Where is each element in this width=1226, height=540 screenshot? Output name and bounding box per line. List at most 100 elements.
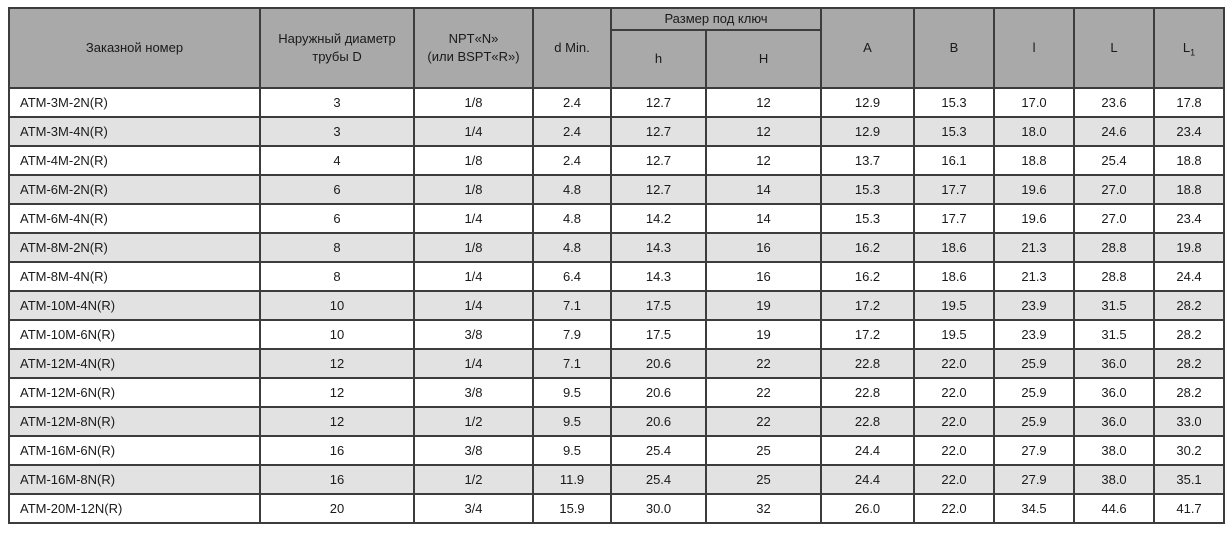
table-cell: 1/8 [413, 174, 534, 205]
table-cell: 23.6 [1073, 87, 1156, 118]
table-cell: 21.3 [993, 261, 1076, 292]
table-cell: 12 [259, 348, 415, 379]
table-row: ATM-12M-6N(R) 12 3/8 9.5 20.6 22 22.8 22.0 25.9 3… [8, 377, 1226, 408]
table-cell: 24.4 [820, 435, 916, 466]
table-cell: 4 [259, 145, 415, 176]
table-cell: 25 [704, 435, 823, 466]
header-wrench-h-small-label: h [654, 51, 663, 67]
table-cell: 17.5 [610, 290, 707, 321]
table-cell: 12 [259, 406, 415, 437]
table-cell: 20.6 [610, 377, 707, 408]
table-cell: 25.9 [993, 377, 1076, 408]
table-cell: 3/4 [413, 493, 534, 524]
table-cell: 20 [259, 493, 415, 524]
table-cell: 13.7 [820, 145, 916, 176]
table-cell: 1/8 [413, 87, 534, 118]
table-cell: 10 [259, 319, 415, 350]
table-cell: 44.6 [1073, 493, 1156, 524]
table-cell: 27.9 [993, 464, 1076, 495]
table-cell: 22.0 [913, 464, 996, 495]
table-cell: 1/4 [413, 290, 534, 321]
table-cell: 19.6 [993, 203, 1076, 234]
table-cell: 35.1 [1153, 464, 1226, 495]
table-cell: 36.0 [1073, 406, 1156, 437]
table-cell: 28.2 [1153, 290, 1226, 321]
order-number-cell: ATM-8M-4N(R) [8, 261, 261, 292]
table-cell: 26.0 [820, 493, 916, 524]
table-cell: 3 [259, 87, 415, 118]
table-cell: 6.4 [532, 261, 612, 292]
table-cell: 22.0 [913, 406, 996, 437]
table-cell: 4.8 [532, 203, 612, 234]
table-cell: 9.5 [532, 406, 612, 437]
table-cell: 15.3 [820, 203, 916, 234]
table-cell: 27.0 [1073, 174, 1156, 205]
table-cell: 7.1 [532, 348, 612, 379]
table-cell: 22.8 [820, 406, 916, 437]
header-d-min-label: d Min. [554, 40, 590, 56]
table-row: ATM-8M-4N(R) 8 1/4 6.4 14.3 16 16.2 18.6 21.3 28.… [8, 261, 1226, 292]
table-cell: 18.8 [993, 145, 1076, 176]
order-number-cell: ATM-12M-8N(R) [8, 406, 261, 437]
table-cell: 1/2 [413, 464, 534, 495]
table-cell: 22 [704, 348, 823, 379]
table-cell: 20.6 [610, 348, 707, 379]
table-cell: 28.2 [1153, 348, 1226, 379]
table-cell: 28.2 [1153, 319, 1226, 350]
table-cell: 22.0 [913, 435, 996, 466]
table-cell: 10 [259, 290, 415, 321]
table-cell: 4.8 [532, 232, 612, 263]
table-cell: 25.9 [993, 406, 1076, 437]
table-cell: 38.0 [1073, 464, 1156, 495]
table-cell: 8 [259, 232, 415, 263]
table-cell: 12.7 [610, 87, 707, 118]
table-cell: 32 [704, 493, 823, 524]
table-cell: 2.4 [532, 87, 612, 118]
table-cell: 17.0 [993, 87, 1076, 118]
order-number-cell: ATM-16M-6N(R) [8, 435, 261, 466]
table-cell: 12.9 [820, 87, 916, 118]
header-dim-l-upper-label: L [1110, 40, 1118, 56]
table-cell: 16 [704, 261, 823, 292]
table-cell: 19 [704, 290, 823, 321]
table-cell: 16 [259, 435, 415, 466]
table-cell: 25 [704, 464, 823, 495]
header-wrench-h-big-label: H [758, 51, 769, 67]
table-cell: 38.0 [1073, 435, 1156, 466]
table-cell: 9.5 [532, 377, 612, 408]
table-cell: 24.4 [1153, 261, 1226, 292]
table-cell: 12.7 [610, 174, 707, 205]
table-cell: 2.4 [532, 116, 612, 147]
table-cell: 12 [704, 116, 823, 147]
header-wrench-size-group: Размер под ключ [609, 7, 823, 31]
table-cell: 16 [704, 232, 823, 263]
table-cell: 23.4 [1153, 116, 1226, 147]
table-cell: 4.8 [532, 174, 612, 205]
table-header: Заказной номер Наружный диаметр трубы D … [8, 7, 1226, 89]
table-cell: 12.7 [610, 145, 707, 176]
header-d-min: d Min. [532, 7, 612, 89]
table-cell: 14 [704, 203, 823, 234]
order-number-cell: ATM-3M-4N(R) [8, 116, 261, 147]
table-cell: 36.0 [1073, 377, 1156, 408]
table-cell: 16.2 [820, 261, 916, 292]
table-cell: 19.6 [993, 174, 1076, 205]
table-cell: 14.3 [610, 261, 707, 292]
table-cell: 19.5 [913, 290, 996, 321]
table-body: ATM-3M-2N(R) 3 1/8 2.4 12.7 12 12.9 15.3 17.0 23.… [8, 87, 1226, 524]
header-dim-l1-subscript: 1 [1190, 47, 1196, 58]
table-cell: 1/4 [413, 261, 534, 292]
table-row: ATM-12M-8N(R) 12 1/2 9.5 20.6 22 22.8 22.0 25.9 3… [8, 406, 1226, 437]
table-cell: 31.5 [1073, 319, 1156, 350]
header-dim-l-upper: L [1073, 7, 1156, 89]
table-cell: 28.8 [1073, 261, 1156, 292]
table-cell: 24.6 [1073, 116, 1156, 147]
order-number-cell: ATM-16M-8N(R) [8, 464, 261, 495]
table-row: ATM-10M-4N(R) 10 1/4 7.1 17.5 19 17.2 19.5 23.9 3… [8, 290, 1226, 321]
header-dim-l1: L1 [1153, 7, 1226, 89]
order-number-cell: ATM-20M-12N(R) [8, 493, 261, 524]
table-row: ATM-3M-2N(R) 3 1/8 2.4 12.7 12 12.9 15.3 17.0 23.… [8, 87, 1226, 118]
header-dim-l-lower-label: l [1032, 40, 1036, 56]
table-cell: 9.5 [532, 435, 612, 466]
table-cell: 25.4 [610, 464, 707, 495]
